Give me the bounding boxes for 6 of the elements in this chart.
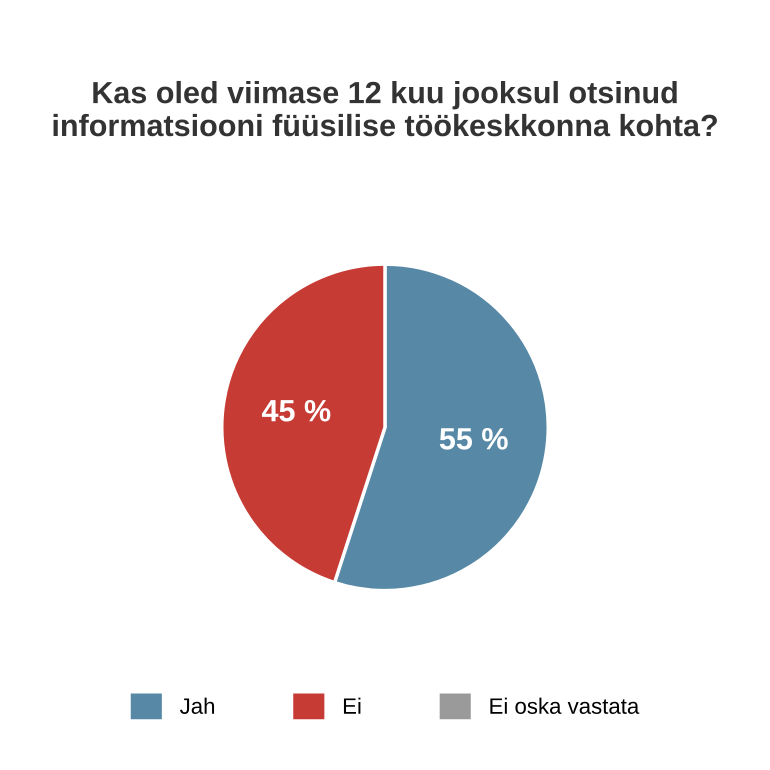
chart-title: Kas oled viimase 12 kuu jooksul otsinud informatsiooni füüsilise töökeskkonna kohta? xyxy=(54,80,717,136)
legend-label: Jah xyxy=(180,698,214,714)
data-label: 55 % xyxy=(440,428,508,450)
legend-label: Ei oska vastata xyxy=(490,698,640,714)
legend-label: Ei xyxy=(344,698,360,714)
data-label: 45 % xyxy=(262,400,330,422)
